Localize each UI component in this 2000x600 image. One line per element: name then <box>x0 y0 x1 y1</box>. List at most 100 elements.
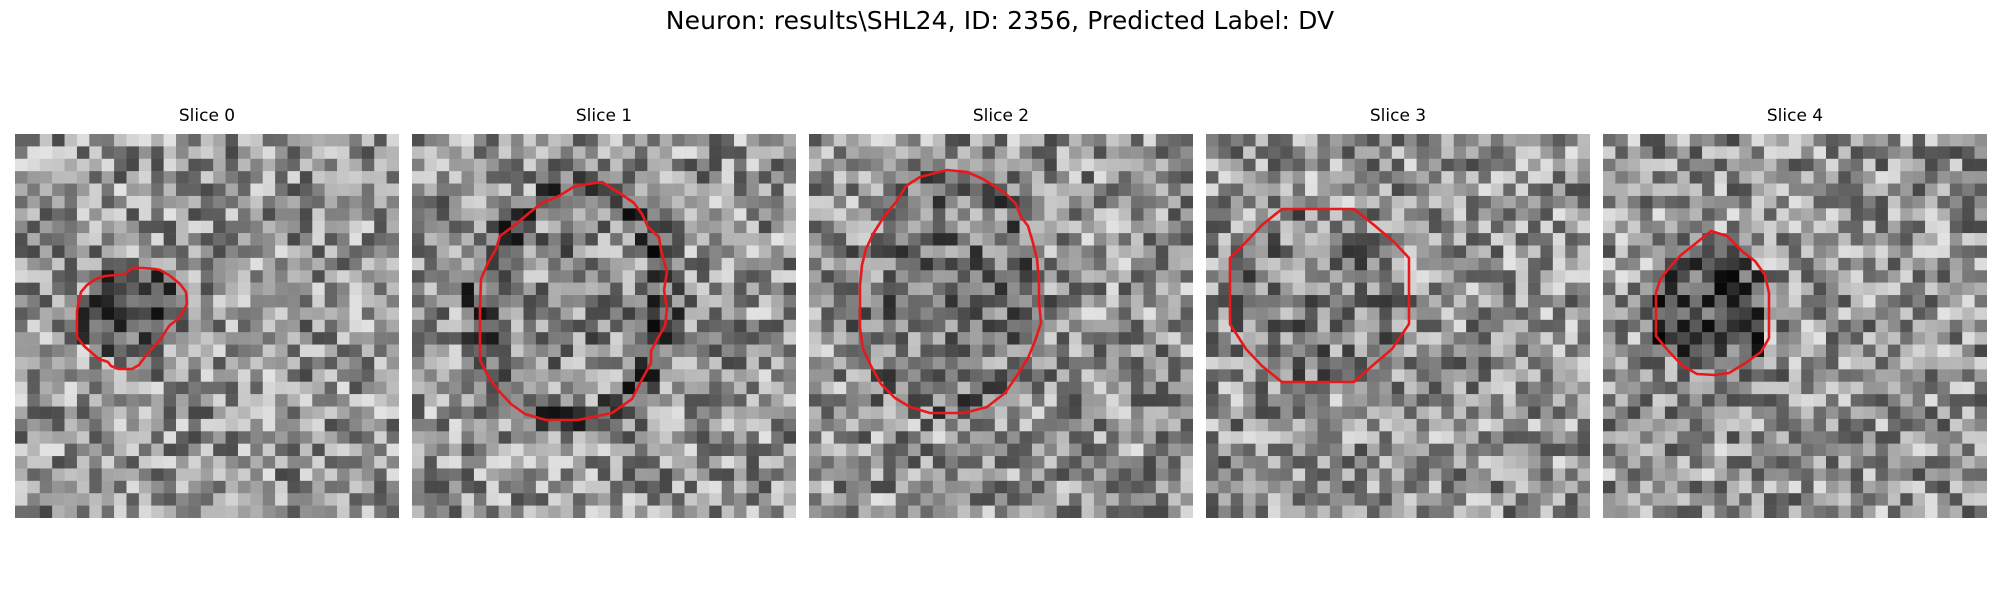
pixel <box>1863 220 1876 234</box>
pixel <box>126 381 140 395</box>
pixel <box>1441 381 1454 395</box>
pixel <box>1379 480 1393 494</box>
pixel <box>349 245 363 259</box>
pixel <box>1751 505 1765 518</box>
pixel <box>1714 134 1728 147</box>
pixel <box>1838 344 1851 358</box>
pixel <box>1056 394 1070 407</box>
pixel <box>361 183 375 197</box>
pixel <box>1528 493 1541 506</box>
pixel <box>1093 456 1107 469</box>
pixel <box>982 270 996 283</box>
pixel <box>622 257 636 271</box>
pixel <box>1168 220 1181 234</box>
pixel <box>275 344 288 358</box>
pixel <box>1093 220 1107 234</box>
pixel <box>1230 418 1244 432</box>
pixel <box>1155 183 1169 197</box>
pixel <box>1615 394 1629 407</box>
pixel <box>1603 245 1616 259</box>
pixel <box>535 282 549 296</box>
pixel <box>1155 146 1169 160</box>
pixel <box>1702 171 1715 184</box>
pixel <box>1503 158 1516 172</box>
pixel <box>386 233 399 246</box>
pixel <box>1776 381 1790 395</box>
pixel <box>672 220 685 234</box>
pixel <box>1056 468 1070 482</box>
pixel <box>821 183 835 197</box>
pixel <box>1850 480 1864 494</box>
pixel <box>1801 394 1814 407</box>
pixel <box>1292 456 1306 469</box>
pixel <box>1305 356 1318 370</box>
pixel <box>386 480 399 494</box>
pixel <box>52 195 65 209</box>
pixel <box>1466 344 1479 358</box>
pixel <box>970 208 983 221</box>
pixel <box>114 356 127 370</box>
pixel <box>1093 270 1107 283</box>
pixel <box>262 381 276 395</box>
pixel <box>1131 183 1144 197</box>
pixel <box>1652 158 1666 172</box>
pixel <box>1962 369 1975 382</box>
pixel <box>1342 295 1355 308</box>
pixel <box>1627 505 1641 518</box>
pixel <box>1664 344 1678 358</box>
pixel <box>696 195 710 209</box>
pixel <box>858 480 872 494</box>
pixel <box>945 295 958 308</box>
pixel <box>15 431 28 444</box>
pixel <box>1689 332 1703 345</box>
pixel <box>1577 208 1590 221</box>
pixel <box>386 332 399 345</box>
pixel <box>1453 344 1467 358</box>
pixel <box>1428 344 1442 358</box>
pixel <box>1180 406 1193 420</box>
pixel <box>163 431 177 444</box>
pixel <box>337 468 350 482</box>
pixel <box>1565 332 1578 345</box>
pixel <box>1218 233 1232 246</box>
pixel <box>833 245 847 259</box>
pixel <box>560 456 574 469</box>
pixel <box>1863 356 1876 370</box>
pixel <box>895 381 909 395</box>
pixel <box>1155 394 1169 407</box>
pixel <box>1813 183 1827 197</box>
pixel <box>1689 295 1703 308</box>
pixel <box>1131 431 1144 444</box>
pixel <box>1428 505 1442 518</box>
pixel <box>783 456 796 469</box>
pixel <box>1180 307 1193 321</box>
pixel <box>523 146 537 160</box>
pixel <box>634 443 648 457</box>
pixel <box>1206 233 1219 246</box>
pixel <box>1118 245 1132 259</box>
pixel <box>461 183 475 197</box>
pixel <box>821 134 835 147</box>
pixel <box>424 493 438 506</box>
pixel <box>1714 394 1728 407</box>
pixel <box>163 171 177 184</box>
pixel <box>1776 220 1790 234</box>
pixel <box>1168 171 1181 184</box>
pixel <box>312 307 325 321</box>
pixel <box>684 356 698 370</box>
pixel <box>1887 245 1901 259</box>
pixel <box>783 505 796 518</box>
pixel <box>1900 183 1913 197</box>
pixel <box>1887 171 1901 184</box>
pixel <box>920 456 934 469</box>
pixel <box>1416 431 1430 444</box>
pixel <box>684 183 698 197</box>
pixel <box>1478 480 1492 494</box>
pixel <box>337 493 350 506</box>
pixel <box>1453 257 1467 271</box>
pixel <box>89 158 102 172</box>
pixel <box>846 394 859 407</box>
pixel <box>1726 270 1740 283</box>
pixel <box>374 233 387 246</box>
pixel <box>39 171 53 184</box>
